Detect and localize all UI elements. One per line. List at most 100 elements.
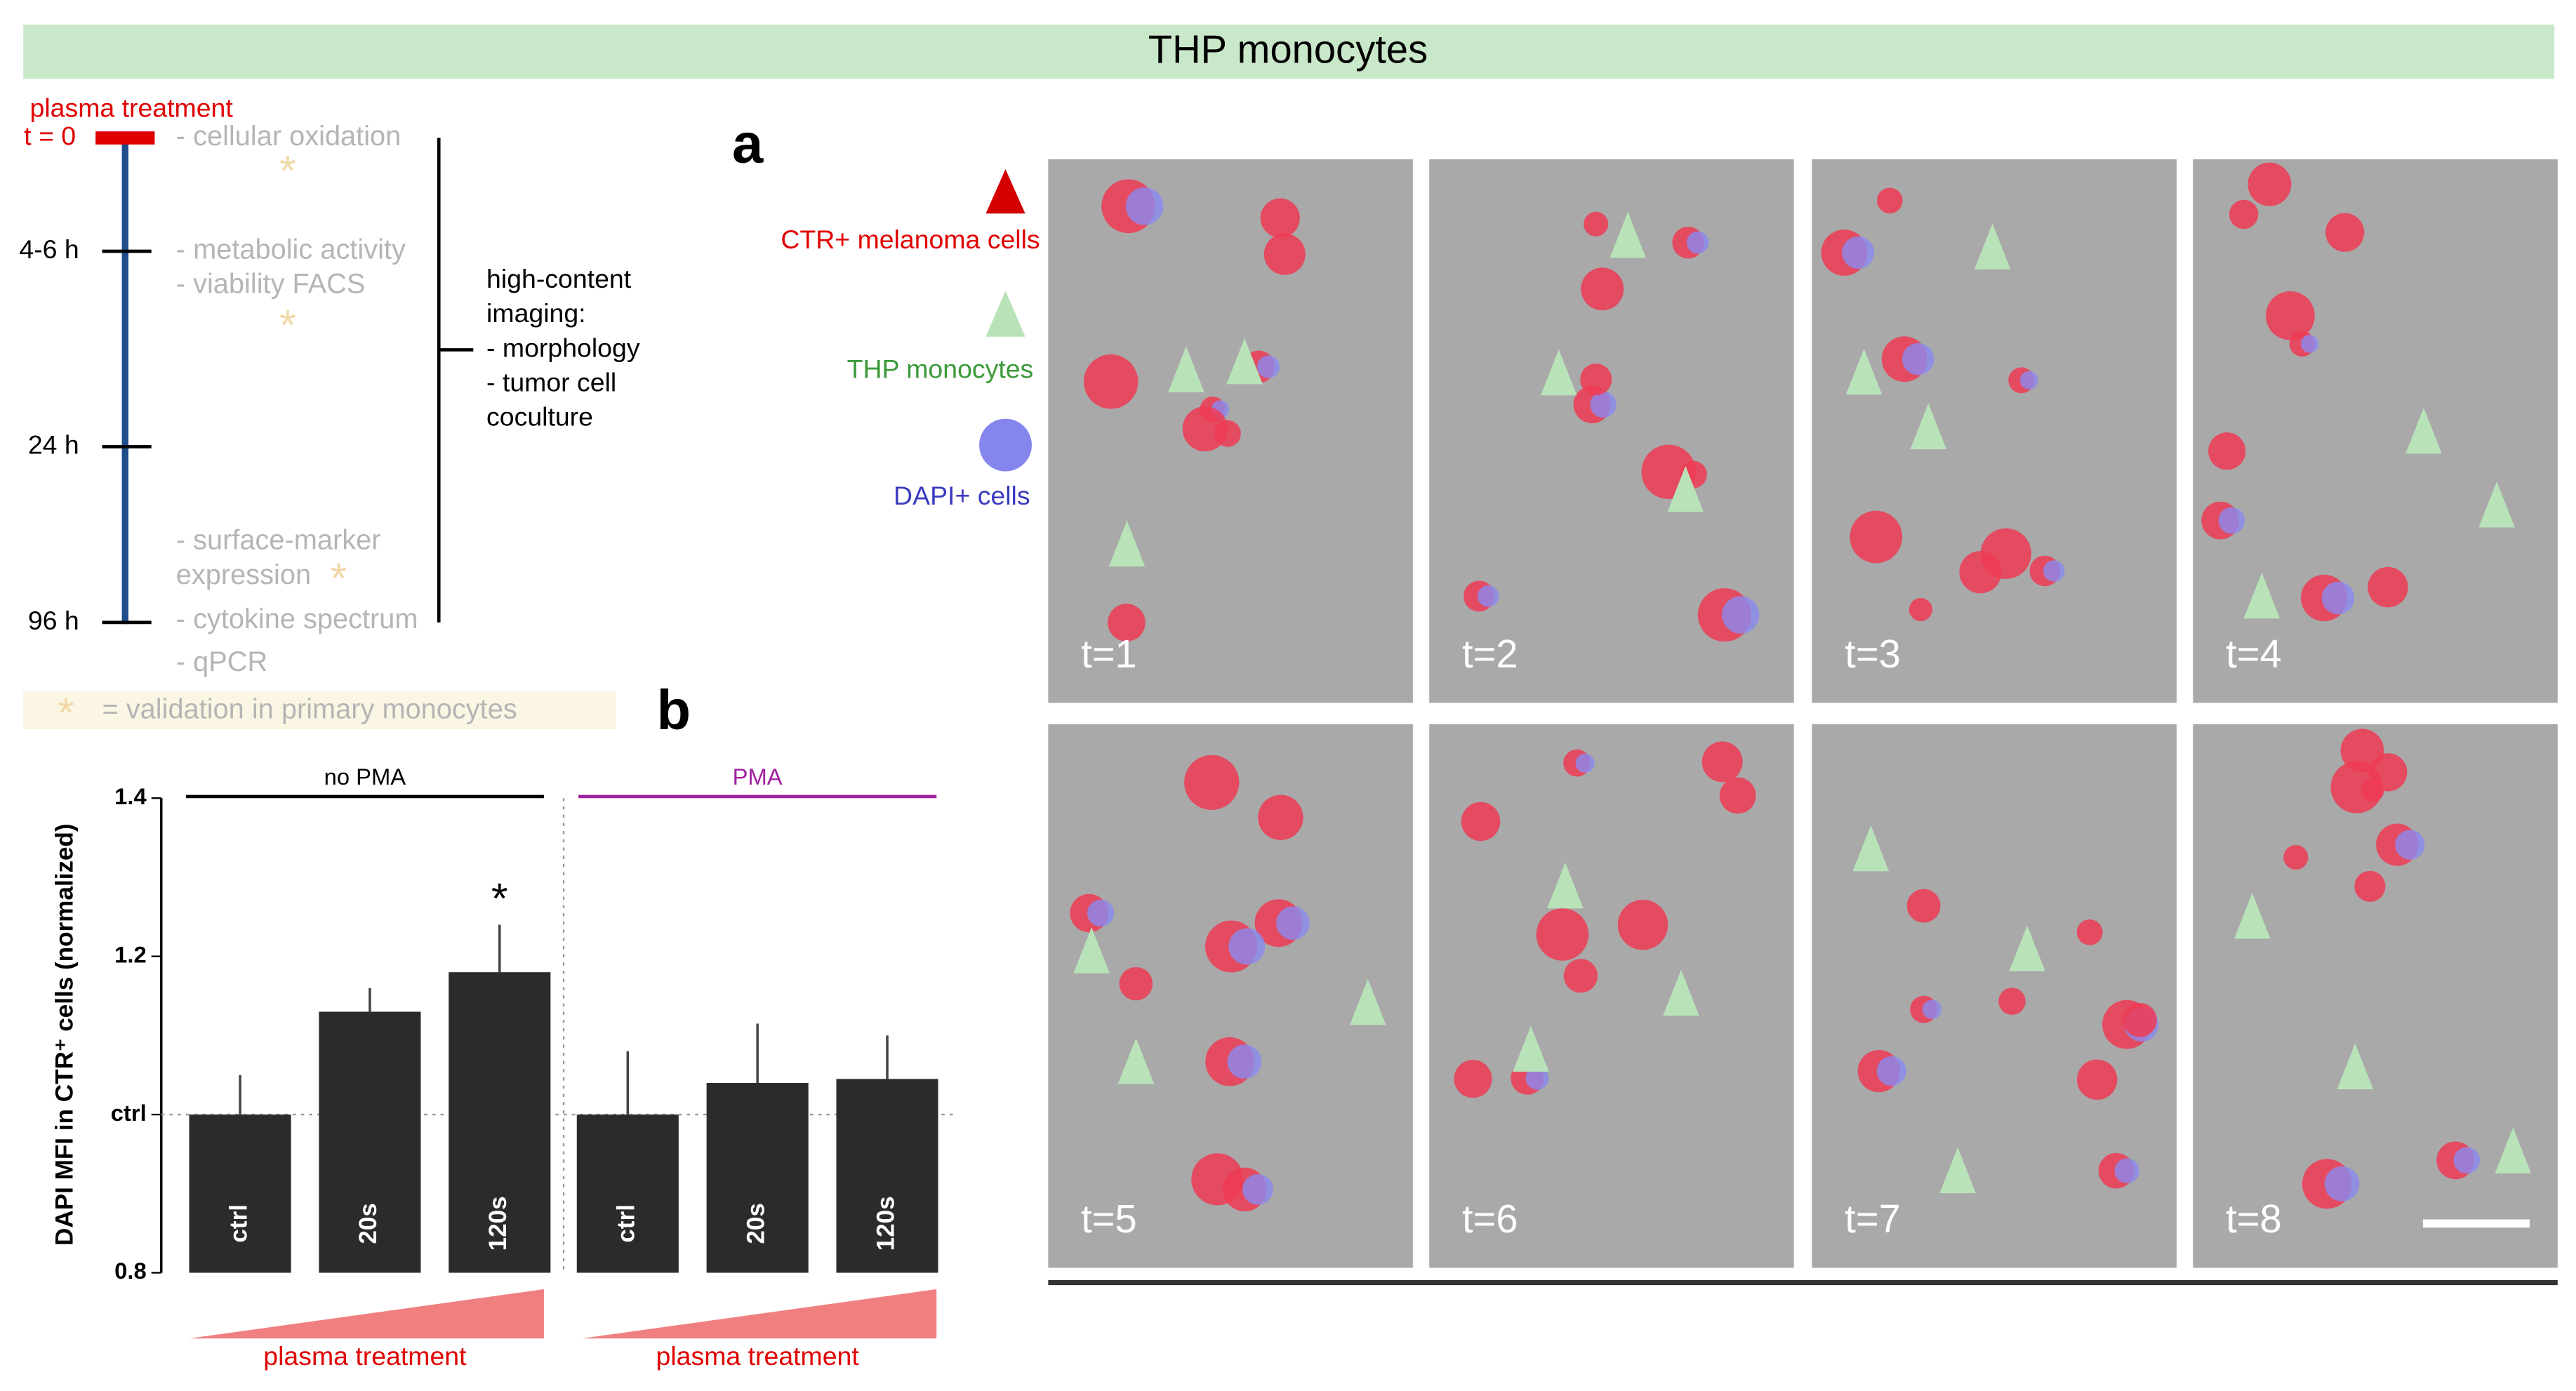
dapi-cell bbox=[1525, 1066, 1549, 1090]
star-icon: * bbox=[331, 554, 347, 601]
footnote: = validation in primary monocytes bbox=[102, 694, 517, 725]
tumor-cell bbox=[2229, 199, 2259, 229]
category-label: 120s bbox=[872, 1196, 899, 1251]
tumor-cell bbox=[2123, 1003, 2157, 1037]
monocyte-marker bbox=[1974, 223, 2011, 269]
dapi-cell bbox=[1842, 236, 1875, 269]
monocyte-marker bbox=[2405, 407, 2442, 454]
tumor-cell bbox=[1108, 604, 1146, 641]
tumor-cell bbox=[1580, 364, 1612, 396]
dapi-cell bbox=[2324, 1166, 2360, 1202]
monocyte-marker bbox=[1350, 978, 1386, 1025]
monocyte-marker bbox=[1667, 465, 1704, 512]
treatment-wedge bbox=[189, 1289, 544, 1339]
monocyte-marker bbox=[1541, 349, 1577, 396]
tumor-cell bbox=[2361, 778, 2384, 802]
legend-symbol bbox=[985, 291, 1025, 337]
frame-label: t=6 bbox=[1462, 1197, 1518, 1241]
dapi-cell bbox=[2043, 560, 2065, 582]
frame-label: t=7 bbox=[1845, 1197, 1901, 1241]
monocyte-marker bbox=[2495, 1127, 2532, 1173]
tumor-cell bbox=[1461, 801, 1501, 841]
frame-label: t=3 bbox=[1845, 632, 1901, 676]
bar bbox=[189, 1114, 291, 1273]
star-icon: * bbox=[279, 301, 296, 349]
dapi-cell bbox=[1256, 355, 1280, 378]
category-label: 20s bbox=[742, 1203, 769, 1244]
x-axis-label: plasma treatment bbox=[263, 1341, 467, 1371]
dapi-cell bbox=[1276, 906, 1310, 940]
monocyte-marker bbox=[1939, 1147, 1976, 1194]
treatment-wedge bbox=[581, 1289, 937, 1339]
dapi-cell bbox=[1477, 585, 1499, 607]
frame-label: t=8 bbox=[2226, 1197, 2282, 1241]
star-icon: * bbox=[58, 688, 74, 736]
assay: - cellular oxidation bbox=[176, 121, 401, 152]
bar bbox=[576, 1114, 679, 1273]
monocyte-marker bbox=[1663, 969, 1699, 1016]
dapi-cell bbox=[2301, 335, 2319, 353]
footnote-box bbox=[23, 691, 616, 729]
legend-label: DAPI+ cells bbox=[894, 481, 1030, 510]
tumor-cell bbox=[2340, 728, 2384, 773]
tumor-cell bbox=[1877, 187, 1903, 214]
micrograph bbox=[2193, 159, 2558, 703]
timeline-title: plasma treatment bbox=[30, 93, 234, 123]
category-label: 120s bbox=[484, 1196, 512, 1251]
frame-label: t=1 bbox=[1081, 632, 1137, 676]
dapi-cell bbox=[1575, 753, 1595, 773]
monocyte-marker bbox=[2234, 893, 2271, 939]
category-label: 20s bbox=[354, 1203, 382, 1244]
dapi-cell bbox=[1228, 928, 1266, 965]
dapi-cell bbox=[2019, 371, 2038, 390]
tumor-cell bbox=[1980, 528, 2031, 579]
frame-label: t=5 bbox=[1081, 1197, 1137, 1241]
time-label: t = 0 bbox=[24, 121, 76, 150]
bar bbox=[836, 1079, 938, 1273]
monocyte-marker bbox=[2009, 925, 2045, 971]
tumor-cell bbox=[1184, 754, 1240, 811]
tumor-cell bbox=[1908, 598, 1932, 622]
time-label: 24 h bbox=[28, 430, 79, 459]
y-tick-label: 1.2 bbox=[114, 941, 147, 967]
tumor-cell bbox=[1563, 959, 1598, 993]
tumor-cell bbox=[2283, 845, 2309, 870]
tumor-cell bbox=[1617, 899, 1668, 950]
tumor-cell bbox=[1182, 406, 1228, 452]
tumor-cell bbox=[1454, 1060, 1492, 1098]
category-label: ctrl bbox=[225, 1204, 252, 1243]
bar bbox=[319, 1011, 421, 1273]
dapi-cell bbox=[1087, 899, 1115, 927]
monocyte-marker bbox=[2243, 572, 2280, 619]
tumor-cell bbox=[2077, 1059, 2118, 1100]
dapi-cell bbox=[1922, 999, 1942, 1019]
imaging-text: - morphology bbox=[486, 333, 640, 362]
tumor-cell bbox=[1263, 233, 1306, 275]
dapi-cell bbox=[1876, 1056, 1906, 1086]
assay: - cytokine spectrum bbox=[176, 604, 418, 634]
imaging-text: high-content bbox=[486, 264, 632, 293]
panel-label: b bbox=[657, 679, 691, 741]
legend-symbol bbox=[979, 418, 1032, 472]
tumor-cell bbox=[1850, 510, 1903, 564]
header-title: THP monocytes bbox=[1148, 27, 1428, 72]
legend-symbol bbox=[985, 169, 1025, 214]
frame-label: t=2 bbox=[1462, 632, 1518, 676]
tumor-cell bbox=[2076, 919, 2103, 945]
time-label: 96 h bbox=[28, 606, 79, 635]
group-name: no PMA bbox=[324, 764, 406, 790]
dapi-cell bbox=[2321, 581, 2355, 615]
monocyte-marker bbox=[1845, 348, 1883, 395]
tumor-cell bbox=[2354, 870, 2386, 902]
monocyte-marker bbox=[2337, 1043, 2374, 1090]
dapi-cell bbox=[2453, 1147, 2481, 1174]
monocyte-marker bbox=[1226, 338, 1263, 385]
timeline: plasma treatment t = 0 4-6 h 24 h 96 h -… bbox=[19, 93, 639, 737]
monocyte-marker bbox=[1852, 825, 1890, 872]
monocyte-marker bbox=[1073, 927, 1110, 973]
dapi-cell bbox=[1590, 391, 1616, 418]
tumor-cell bbox=[1258, 794, 1303, 841]
time-label: 4-6 h bbox=[19, 234, 79, 264]
monocyte-marker bbox=[1117, 1038, 1155, 1084]
